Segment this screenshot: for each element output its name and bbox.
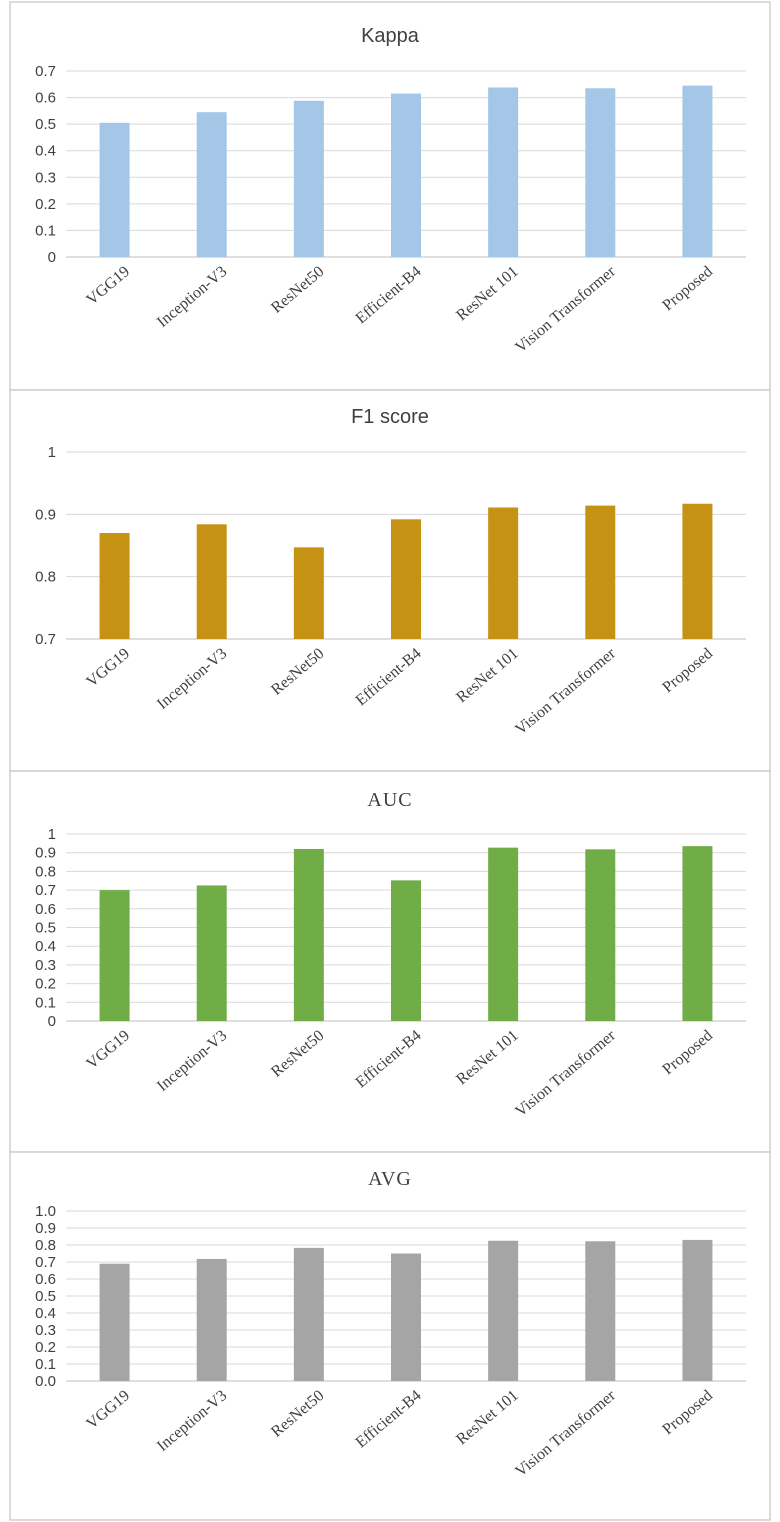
y-tick-label: 0.8 [35,863,56,880]
y-tick-label: 1 [48,444,56,461]
y-tick-label: 0.9 [35,506,56,523]
y-tick-label: 0.8 [35,569,56,586]
bar-resnet50 [293,1247,324,1381]
bar-inception-v3 [196,1258,227,1381]
y-tick-label: 0.4 [35,143,56,160]
panel-frame [9,389,771,772]
bar-vision-transformer [585,505,616,639]
chart-title: AUC [367,789,412,811]
y-tick-label: 0.7 [35,63,56,80]
bar-vgg19 [99,122,130,257]
y-tick-label: 0.1 [35,994,56,1011]
y-tick-label: 0.9 [35,845,56,862]
bar-proposed [682,85,713,257]
chart-title: AVG [368,1168,412,1190]
chart-title: Kappa [361,25,420,47]
panel-frame [9,1151,771,1521]
y-tick-label: 0.6 [35,1271,56,1288]
y-tick-label: 0.2 [35,976,56,993]
y-tick-label: 0.3 [35,169,56,186]
bar-efficient-b4 [391,519,421,639]
bar-vision-transformer [585,849,616,1021]
y-tick-label: 0.3 [35,957,56,974]
y-tick-label: 0.5 [35,920,56,937]
y-tick-label: 0.7 [35,631,56,648]
y-tick-label: 0.5 [35,116,56,133]
y-tick-label: 0.2 [35,1339,56,1356]
y-tick-label: 0.2 [35,196,56,213]
y-tick-label: 0.1 [35,222,56,239]
y-tick-label: 0.1 [35,1356,56,1373]
bar-efficient-b4 [391,880,421,1021]
y-tick-label: 0 [48,249,56,266]
y-tick-label: 0.7 [35,882,56,899]
y-tick-label: 0.4 [35,1305,56,1322]
y-tick-label: 0.6 [35,901,56,918]
y-tick-label: 0.3 [35,1322,56,1339]
chart-panel-3: AVG0.00.10.20.30.40.50.60.70.80.91.0VGG1… [9,1151,771,1521]
bar-resnet50 [293,848,324,1021]
y-tick-label: 0.5 [35,1288,56,1305]
bar-vgg19 [99,1263,130,1381]
y-tick-label: 0.0 [35,1373,56,1390]
bar-vision-transformer [585,1241,616,1381]
bar-vision-transformer [585,88,616,258]
y-tick-label: 1 [48,826,56,843]
chart-title: F1 score [351,406,429,428]
bar-resnet50 [293,547,324,639]
y-tick-label: 0.8 [35,1237,56,1254]
bar-efficient-b4 [391,93,421,257]
bar-proposed [682,1239,713,1381]
bar-proposed [682,503,713,639]
bar-resnet-101 [488,847,519,1021]
y-tick-label: 0.4 [35,938,56,955]
y-tick-label: 0.9 [35,1220,56,1237]
bar-resnet50 [293,100,324,257]
bar-resnet-101 [488,1240,519,1381]
y-tick-label: 0 [48,1013,56,1030]
bar-resnet-101 [488,507,519,639]
panel-frame [9,1,771,391]
bar-vgg19 [99,890,130,1021]
bar-proposed [682,846,713,1021]
y-tick-label: 0.7 [35,1254,56,1271]
bar-efficient-b4 [391,1253,421,1381]
bar-vgg19 [99,533,130,639]
bar-inception-v3 [196,885,227,1021]
y-tick-label: 0.6 [35,90,56,107]
bar-inception-v3 [196,524,227,639]
bar-resnet-101 [488,87,519,257]
bar-inception-v3 [196,112,227,257]
y-tick-label: 1.0 [35,1203,56,1220]
